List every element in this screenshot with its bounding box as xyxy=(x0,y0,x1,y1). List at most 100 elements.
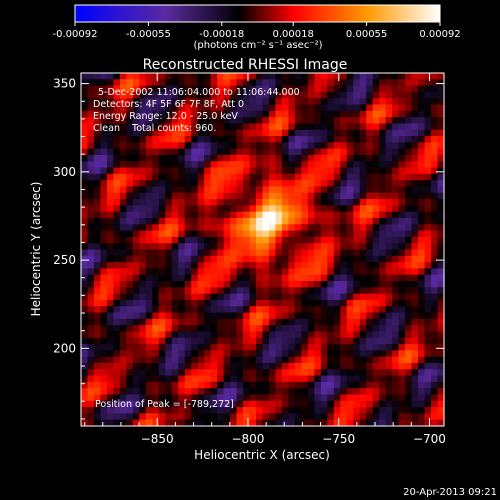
heatmap-cell xyxy=(437,243,445,251)
heatmap-cell xyxy=(158,142,166,150)
heatmap-cell xyxy=(106,274,115,282)
heatmap-cell xyxy=(184,217,192,225)
heatmap-cell xyxy=(113,104,121,112)
heatmap-cell xyxy=(307,369,315,377)
heatmap-cell xyxy=(327,268,335,276)
heatmap-cell xyxy=(288,318,296,326)
heatmap-cell xyxy=(281,180,290,188)
heatmap-cell xyxy=(210,337,218,345)
heatmap-cell xyxy=(165,236,173,244)
heatmap-cell xyxy=(217,224,225,232)
heatmap-cell xyxy=(197,161,205,169)
heatmap-cell xyxy=(113,337,121,345)
heatmap-cell xyxy=(372,230,380,238)
heatmap-cell xyxy=(437,350,445,358)
heatmap-cell xyxy=(191,98,199,106)
heatmap-cell xyxy=(366,142,374,150)
heatmap-cell xyxy=(178,148,186,156)
heatmap-cell xyxy=(145,394,153,402)
heatmap-cell xyxy=(165,249,173,257)
heatmap-cell xyxy=(106,236,115,244)
heatmap-cell xyxy=(81,318,89,326)
heatmap-cell xyxy=(249,350,257,358)
heatmap-cell xyxy=(113,394,121,402)
heatmap-cell xyxy=(126,287,134,295)
heatmap-cell xyxy=(418,154,426,162)
heatmap-cell xyxy=(191,129,199,137)
heatmap-cell xyxy=(307,400,315,408)
heatmap-cell xyxy=(171,375,179,383)
heatmap-cell xyxy=(256,255,264,263)
heatmap-cell xyxy=(145,413,153,421)
heatmap-cell xyxy=(418,299,426,307)
heatmap-cell xyxy=(243,331,251,339)
heatmap-cell xyxy=(288,312,296,320)
heatmap-cell xyxy=(346,91,354,99)
heatmap-cell xyxy=(288,129,296,137)
heatmap-cell xyxy=(236,394,244,402)
heatmap-cell xyxy=(230,287,238,295)
heatmap-cell xyxy=(262,148,270,156)
heatmap-cell xyxy=(230,388,238,396)
heatmap-cell xyxy=(353,243,361,251)
heatmap-cell xyxy=(145,180,153,188)
heatmap-cell xyxy=(184,255,192,263)
heatmap-cell xyxy=(210,375,218,383)
heatmap-cell xyxy=(424,211,432,219)
heatmap-cell xyxy=(236,362,244,370)
heatmap-cell xyxy=(366,293,374,301)
heatmap-cell xyxy=(392,388,400,396)
heatmap-cell xyxy=(372,312,380,320)
heatmap-cell xyxy=(268,407,277,414)
heatmap-cell xyxy=(132,167,140,175)
heatmap-cell xyxy=(333,117,341,125)
heatmap-cell xyxy=(139,375,147,383)
heatmap-cell xyxy=(372,85,380,93)
heatmap-cell xyxy=(340,255,348,263)
heatmap-cell xyxy=(171,199,179,206)
heatmap-cell xyxy=(307,356,315,364)
heatmap-cell xyxy=(418,356,426,364)
heatmap-cell xyxy=(418,243,426,251)
heatmap-cell xyxy=(281,325,290,333)
heatmap-cell xyxy=(340,356,348,364)
heatmap-cell xyxy=(256,123,264,131)
heatmap-cell xyxy=(106,91,115,99)
heatmap-cell xyxy=(346,337,354,345)
heatmap-cell xyxy=(256,350,264,358)
heatmap-cell xyxy=(171,388,179,396)
heatmap-cell xyxy=(132,274,140,282)
heatmap-cell xyxy=(385,73,393,80)
heatmap-cell xyxy=(385,394,393,402)
heatmap-cell xyxy=(379,154,387,162)
heatmap-cell xyxy=(333,299,341,307)
heatmap-cell xyxy=(346,199,354,206)
heatmap-cell xyxy=(223,217,231,225)
heatmap-cell xyxy=(93,400,102,408)
heatmap-cell xyxy=(353,73,361,80)
heatmap-cell xyxy=(437,186,445,194)
heatmap-cell xyxy=(359,262,367,270)
heatmap-cell xyxy=(379,79,387,87)
heatmap-cell xyxy=(340,136,348,143)
heatmap-cell xyxy=(275,117,283,125)
heatmap-cell xyxy=(314,79,322,87)
heatmap-cell xyxy=(392,211,400,219)
heatmap-cell xyxy=(262,249,270,257)
heatmap-cell xyxy=(87,91,95,99)
heatmap-cell xyxy=(353,287,361,295)
heatmap-cell xyxy=(256,369,264,377)
heatmap-cell xyxy=(158,230,166,238)
heatmap-cell xyxy=(333,73,341,80)
heatmap-image xyxy=(81,73,445,427)
heatmap-cell xyxy=(431,167,439,175)
heatmap-cell xyxy=(307,217,315,225)
heatmap-cell xyxy=(119,318,127,326)
heatmap-cell xyxy=(268,262,277,270)
heatmap-cell xyxy=(178,356,186,364)
heatmap-cell xyxy=(405,369,413,377)
heatmap-cell xyxy=(139,211,147,219)
heatmap-cell xyxy=(158,186,166,194)
heatmap-cell xyxy=(81,243,89,251)
heatmap-cell xyxy=(100,381,108,389)
